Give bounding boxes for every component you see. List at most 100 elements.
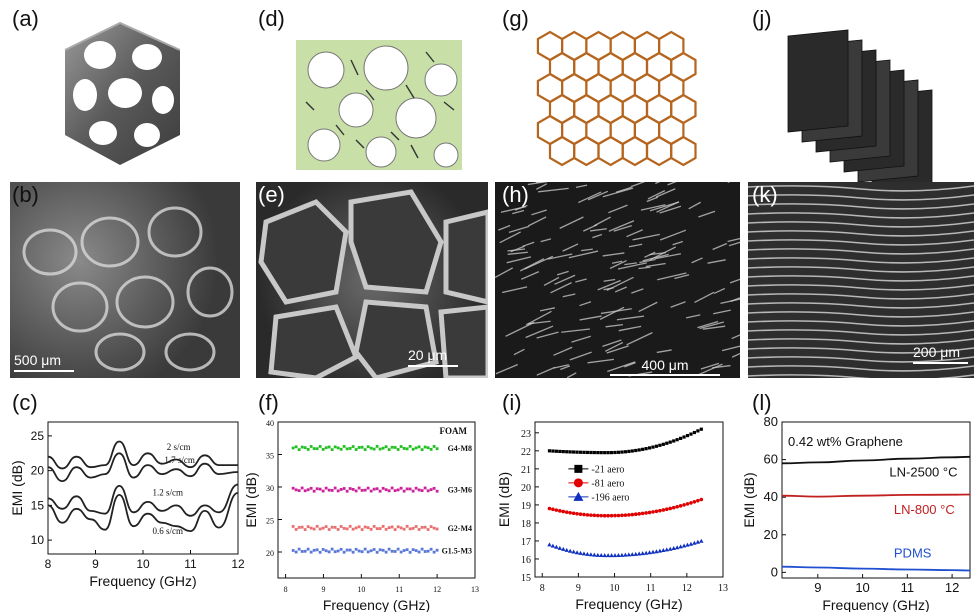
pore-wall (615, 186, 632, 193)
data-point (366, 445, 370, 449)
x-tick-label: 11 (901, 580, 915, 595)
data-point (396, 525, 400, 529)
data-point (654, 549, 659, 554)
data-point (324, 446, 328, 450)
data-point (682, 435, 686, 439)
data-point (393, 528, 397, 531)
pore-wall (603, 287, 614, 291)
pore-wall (505, 321, 535, 337)
pore-wall (614, 286, 627, 293)
pore-wall (697, 363, 723, 376)
data-point (375, 550, 379, 554)
pore-wall (536, 183, 548, 190)
pore-wall (667, 182, 677, 186)
pore-wall (731, 334, 740, 340)
x-axis-label: Frequency (GHz) (89, 573, 196, 589)
data-point (348, 524, 352, 528)
data-point (596, 450, 600, 455)
panel-label-d: (d) (258, 6, 285, 31)
layer-line (748, 302, 974, 309)
data-point (393, 446, 397, 449)
data-point (303, 446, 307, 450)
plot-frame (47, 421, 239, 555)
pore-wall (631, 288, 644, 294)
data-point (330, 489, 334, 492)
data-point (411, 489, 415, 493)
data-point (336, 489, 340, 493)
data-point (426, 489, 430, 493)
data-point (414, 549, 418, 552)
hexagon-cell (645, 135, 673, 167)
data-point (399, 550, 403, 554)
data-point (547, 506, 552, 511)
data-point (291, 486, 295, 490)
pore-wall (562, 243, 579, 252)
data-point (554, 544, 559, 549)
data-point (640, 511, 645, 516)
data-point (369, 527, 373, 531)
data-point (609, 513, 614, 518)
y-tick-label: 22 (521, 447, 531, 458)
pore-wall (495, 363, 518, 375)
data-point (664, 547, 669, 552)
sem-image-e: 20 μm (256, 182, 488, 378)
pore-wall (607, 361, 636, 373)
parallel-sheets-illustration (787, 29, 933, 193)
data-point (640, 551, 645, 556)
data-point (674, 545, 680, 550)
panel-label-b: (b) (12, 182, 39, 207)
pore-wall (659, 205, 682, 214)
data-point (315, 548, 319, 552)
data-point (578, 512, 583, 516)
series-label: LN-2500 °C (889, 465, 957, 480)
data-point (351, 550, 355, 554)
data-point (423, 486, 427, 490)
hexagon-cell (548, 135, 576, 167)
data-point (408, 444, 412, 448)
data-point (336, 549, 340, 553)
data-point (589, 513, 593, 517)
data-point (627, 513, 631, 517)
data-point (613, 513, 617, 518)
data-point (582, 512, 586, 517)
scale-bar-h: 400 μm (610, 357, 720, 376)
data-point (582, 450, 586, 454)
pore-wall (561, 328, 591, 333)
pore-wall (698, 210, 716, 218)
data-point (306, 448, 310, 451)
data-point (602, 553, 607, 558)
data-point (417, 550, 421, 554)
data-point (408, 550, 412, 554)
data-point (581, 551, 587, 556)
data-point (366, 526, 370, 530)
layer-line (748, 365, 974, 372)
pore-wall (519, 258, 545, 272)
data-point (339, 525, 343, 528)
pore-wall (587, 190, 609, 201)
data-point (599, 553, 604, 558)
pore-wall (688, 201, 701, 210)
data-point (435, 489, 439, 493)
data-point (420, 547, 424, 551)
pore-wall (626, 332, 653, 346)
hexagon-cell (597, 135, 624, 167)
data-point (375, 487, 379, 491)
pore-wall (624, 362, 636, 368)
data-point (699, 538, 704, 543)
data-point (360, 528, 364, 531)
data-point (644, 447, 648, 451)
data-point (426, 528, 430, 531)
data-point (574, 550, 580, 555)
y-tick-label: 15 (31, 498, 45, 512)
pore-wall (508, 225, 530, 233)
data-point (303, 528, 307, 531)
data-point (575, 450, 579, 454)
data-point (643, 550, 649, 555)
y-tick-label: 18 (521, 519, 531, 530)
layer-line (748, 239, 974, 246)
pore-wall (590, 228, 607, 232)
data-point (405, 447, 409, 451)
pore-wall (569, 351, 592, 361)
data-point (351, 445, 355, 448)
pore-wall (608, 220, 635, 232)
